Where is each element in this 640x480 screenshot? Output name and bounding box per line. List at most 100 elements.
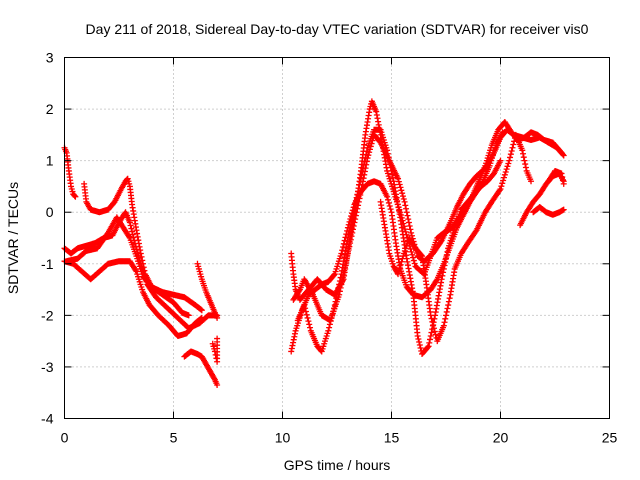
series-track-10 (290, 126, 567, 324)
data-point (418, 252, 425, 259)
data-point (346, 218, 353, 225)
data-point (508, 147, 515, 154)
data-point (348, 213, 355, 220)
data-point (500, 177, 507, 184)
x-tick-label: 10 (275, 430, 291, 446)
data-point (331, 302, 338, 309)
data-point (427, 332, 434, 339)
data-point (385, 199, 392, 206)
data-point (129, 228, 136, 235)
data-point (428, 329, 435, 336)
data-point (415, 335, 422, 342)
data-point (504, 163, 511, 170)
data-point (431, 325, 438, 332)
data-point (358, 172, 365, 179)
data-point (339, 244, 346, 251)
data-point (329, 311, 336, 318)
data-point (520, 150, 527, 157)
data-point (428, 315, 435, 322)
data-point (389, 171, 396, 178)
data-point (496, 187, 503, 194)
data-point (330, 308, 337, 315)
data-point (363, 148, 370, 155)
data-point (386, 157, 393, 164)
data-point (443, 312, 449, 319)
data-point (337, 274, 344, 281)
data-point (414, 332, 421, 339)
data-point (357, 175, 364, 182)
data-point (339, 247, 346, 254)
data-point (211, 375, 218, 382)
data-point (559, 177, 566, 184)
data-point (400, 195, 407, 202)
data-point (406, 222, 413, 229)
data-point (427, 336, 434, 343)
data-point (507, 151, 514, 158)
data-point (408, 229, 415, 236)
data-point (407, 226, 414, 233)
data-point (129, 231, 136, 238)
data-point (559, 151, 566, 158)
data-point (360, 165, 367, 172)
data-point (397, 261, 404, 268)
data-point (71, 192, 78, 199)
data-point (441, 319, 448, 326)
data-point (506, 157, 513, 164)
y-tick-label: -2 (41, 307, 54, 323)
data-point (360, 161, 367, 168)
data-point (361, 158, 368, 165)
data-point (307, 324, 314, 331)
data-point (560, 180, 567, 187)
axis-ticks: 0 5 10 15 20 25 -4 -3 -2 -1 0 1 2 3 (41, 50, 617, 446)
data-point (336, 281, 343, 288)
data-point (326, 321, 333, 328)
y-tick-label: 1 (46, 153, 54, 169)
data-point (327, 318, 334, 325)
data-point (344, 227, 351, 234)
data-point (359, 168, 366, 175)
data-point (410, 254, 417, 261)
data-point (433, 277, 440, 284)
data-point (326, 324, 333, 331)
data-point (385, 154, 392, 161)
data-point (72, 193, 79, 200)
data-point (499, 129, 506, 136)
data-point (384, 147, 391, 154)
data-point (302, 308, 309, 315)
chart-title: Day 211 of 2018, Sidereal Day-to-day VTE… (86, 21, 589, 37)
data-point (431, 328, 438, 335)
data-point (340, 240, 347, 247)
data-point (416, 339, 423, 346)
data-point (395, 175, 402, 182)
y-tick-label: 0 (46, 204, 54, 220)
data-point (214, 314, 221, 321)
data-point (341, 237, 348, 244)
data-point (446, 295, 453, 302)
data-point (405, 219, 412, 226)
data-point (499, 180, 506, 187)
x-tick-label: 5 (170, 430, 178, 446)
grid (64, 57, 610, 419)
data-point (445, 302, 452, 309)
data-point (338, 250, 345, 257)
data-point (342, 234, 349, 241)
data-point (510, 141, 517, 148)
x-tick-label: 15 (384, 430, 400, 446)
data-point (132, 240, 139, 247)
data-point (386, 203, 393, 210)
data-point (347, 215, 354, 222)
data-point (305, 318, 312, 325)
plot-frame (64, 57, 610, 419)
data-point (416, 342, 423, 349)
data-point (344, 224, 351, 231)
data-point (522, 161, 529, 168)
data-point (198, 314, 205, 321)
data-point (396, 181, 403, 188)
x-tick-label: 0 (61, 430, 69, 446)
data-marks (61, 98, 567, 388)
data-point (396, 264, 403, 271)
data-point (502, 168, 509, 175)
data-point (404, 212, 411, 219)
data-point (520, 154, 527, 161)
data-point (498, 183, 505, 190)
